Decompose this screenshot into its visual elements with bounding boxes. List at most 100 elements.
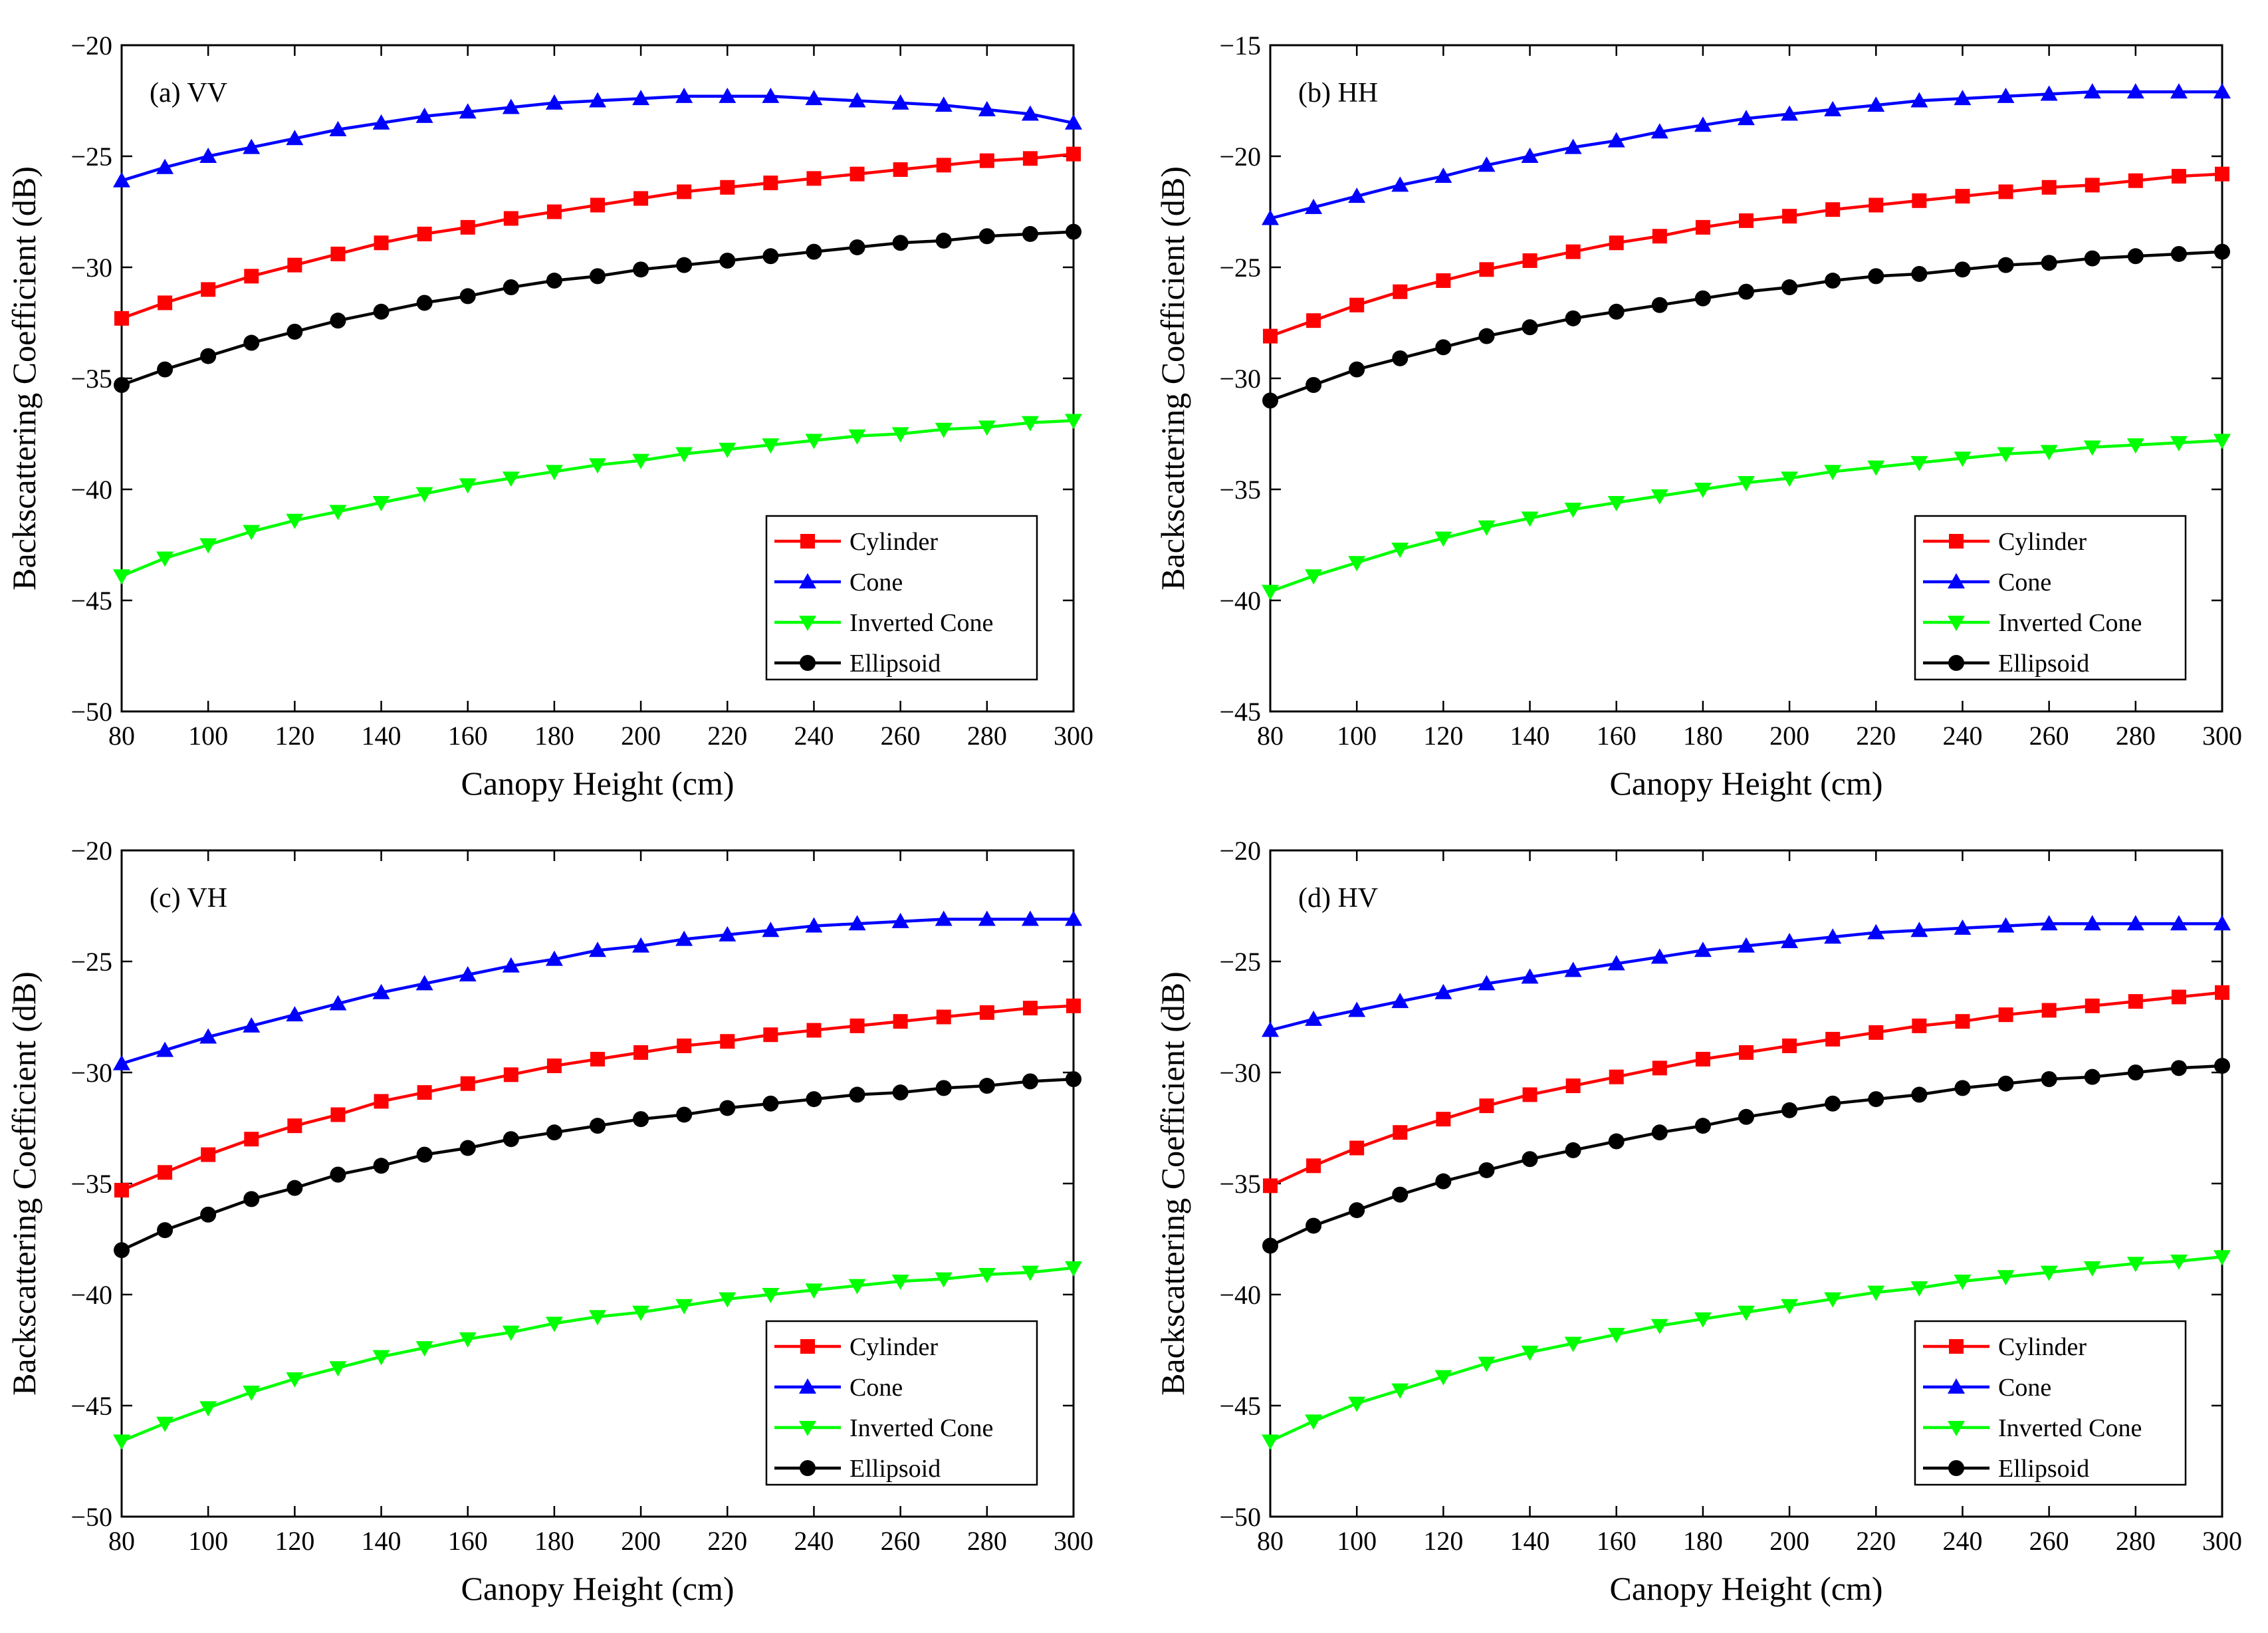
data-point-cylinder [1825,1031,1841,1047]
data-point-inverted-cone [1910,1281,1928,1297]
data-point-ellipsoid [1522,319,1538,336]
data-point-inverted-cone [286,513,304,529]
data-point-cone [1305,1010,1323,1026]
data-point-inverted-cone [762,1288,780,1303]
x-tick-label: 80 [1257,721,1284,751]
data-point-cylinder [1565,244,1581,259]
data-point-cone [2170,915,2188,931]
data-point-cone [545,94,563,110]
data-point-cone [1348,188,1366,203]
data-point-cylinder [1739,213,1754,228]
data-point-cylinder [677,184,692,199]
data-point-ellipsoid [1997,1075,2014,1092]
data-point-inverted-cone [1564,1336,1582,1352]
y-tick-label: −40 [70,475,112,505]
data-point-cone [1650,948,1668,964]
data-point-inverted-cone [1954,1274,1972,1290]
data-point-inverted-cone [1954,451,1972,467]
y-tick-label: −50 [70,697,112,727]
data-point-ellipsoid [1608,303,1625,320]
data-point-inverted-cone [1348,1396,1366,1412]
y-tick-label: −50 [1219,1502,1261,1532]
data-point-cone [329,120,347,136]
data-point-inverted-cone [1021,416,1039,432]
x-tick-label: 240 [794,1526,834,1556]
data-point-cylinder [2171,989,2186,1005]
data-point-cylinder [1998,1007,2013,1023]
data-point-cone [675,930,693,946]
data-point-inverted-cone [1305,1414,1323,1430]
data-point-inverted-cone [848,1279,866,1295]
series-line-ellipsoid [121,1077,1074,1252]
data-point-cylinder [633,191,649,206]
data-point-cylinder [201,1147,216,1162]
y-tick-label: −30 [1219,364,1261,394]
y-tick-label: −30 [70,253,112,283]
data-point-cone [1348,1001,1366,1017]
data-point-inverted-cone [589,458,606,474]
x-tick-label: 280 [967,1526,1007,1556]
data-point-cone [1738,937,1755,953]
legend-marker-cone [1948,1378,1965,1394]
data-point-cone [199,148,217,163]
data-point-cylinder [1955,189,1970,204]
data-point-ellipsoid [1522,1151,1538,1168]
data-point-cylinder [893,1014,908,1029]
data-point-cone [286,1006,304,1022]
data-point-inverted-cone [1997,1270,2015,1286]
data-point-inverted-cone [2040,1265,2058,1281]
x-tick-label: 220 [707,721,747,751]
data-point-cone [113,1055,130,1070]
x-tick-label: 80 [1257,1526,1284,1556]
data-point-ellipsoid [1478,328,1495,344]
data-point-cylinder [244,1132,259,1147]
data-point-inverted-cone [1650,1319,1668,1334]
data-point-cone [415,107,433,123]
data-point-cone [1781,105,1799,121]
x-axis-title: Canopy Height (cm) [461,1570,734,1607]
legend-marker-ellipsoid [1948,655,1964,671]
x-tick-label: 120 [1423,721,1463,751]
data-point-inverted-cone [1391,1383,1409,1399]
data-point-cone [891,94,909,110]
legend-marker-cone [799,573,816,588]
data-point-cone [1910,92,1928,108]
x-tick-label: 240 [794,721,834,751]
data-point-ellipsoid [1022,225,1038,242]
data-point-cylinder [1306,1158,1321,1174]
legend-marker-inverted-cone [1948,1421,1965,1436]
data-point-ellipsoid [286,1180,303,1196]
data-point-ellipsoid [1954,1080,1971,1096]
legend-label-inverted-cone: Inverted Cone [1998,609,2142,637]
data-point-cone [1391,993,1409,1009]
data-point-cone [1650,123,1668,139]
data-point-ellipsoid [1608,1133,1625,1150]
x-tick-label: 160 [1597,1526,1637,1556]
data-point-ellipsoid [1911,1086,1928,1103]
data-point-ellipsoid [676,257,693,273]
series-inverted-cone [113,414,1082,585]
data-point-cone [2083,915,2101,931]
data-point-inverted-cone [2213,1250,2231,1266]
data-point-cylinder [1565,1078,1581,1094]
legend-label-cone: Cone [1998,568,2051,596]
data-point-ellipsoid [849,239,865,255]
data-point-ellipsoid [2084,1068,2100,1085]
data-point-ellipsoid [546,273,562,289]
series-cylinder [1263,166,2229,344]
legend-marker-ellipsoid [800,655,816,671]
data-point-inverted-cone [1694,1312,1712,1328]
legend-label-cone: Cone [850,568,903,596]
data-point-cylinder [1869,197,1884,213]
data-point-cylinder [330,1107,346,1122]
data-point-inverted-cone [502,471,520,487]
data-point-cylinder [417,226,432,241]
data-point-inverted-cone [719,442,737,458]
data-point-cylinder [1912,1018,1927,1033]
y-tick-label: −35 [70,364,112,394]
data-point-cylinder [114,311,129,326]
data-point-cone [1391,176,1409,192]
x-tick-label: 260 [881,1526,921,1556]
data-point-cylinder [763,176,778,191]
data-point-ellipsoid [2214,1057,2230,1074]
